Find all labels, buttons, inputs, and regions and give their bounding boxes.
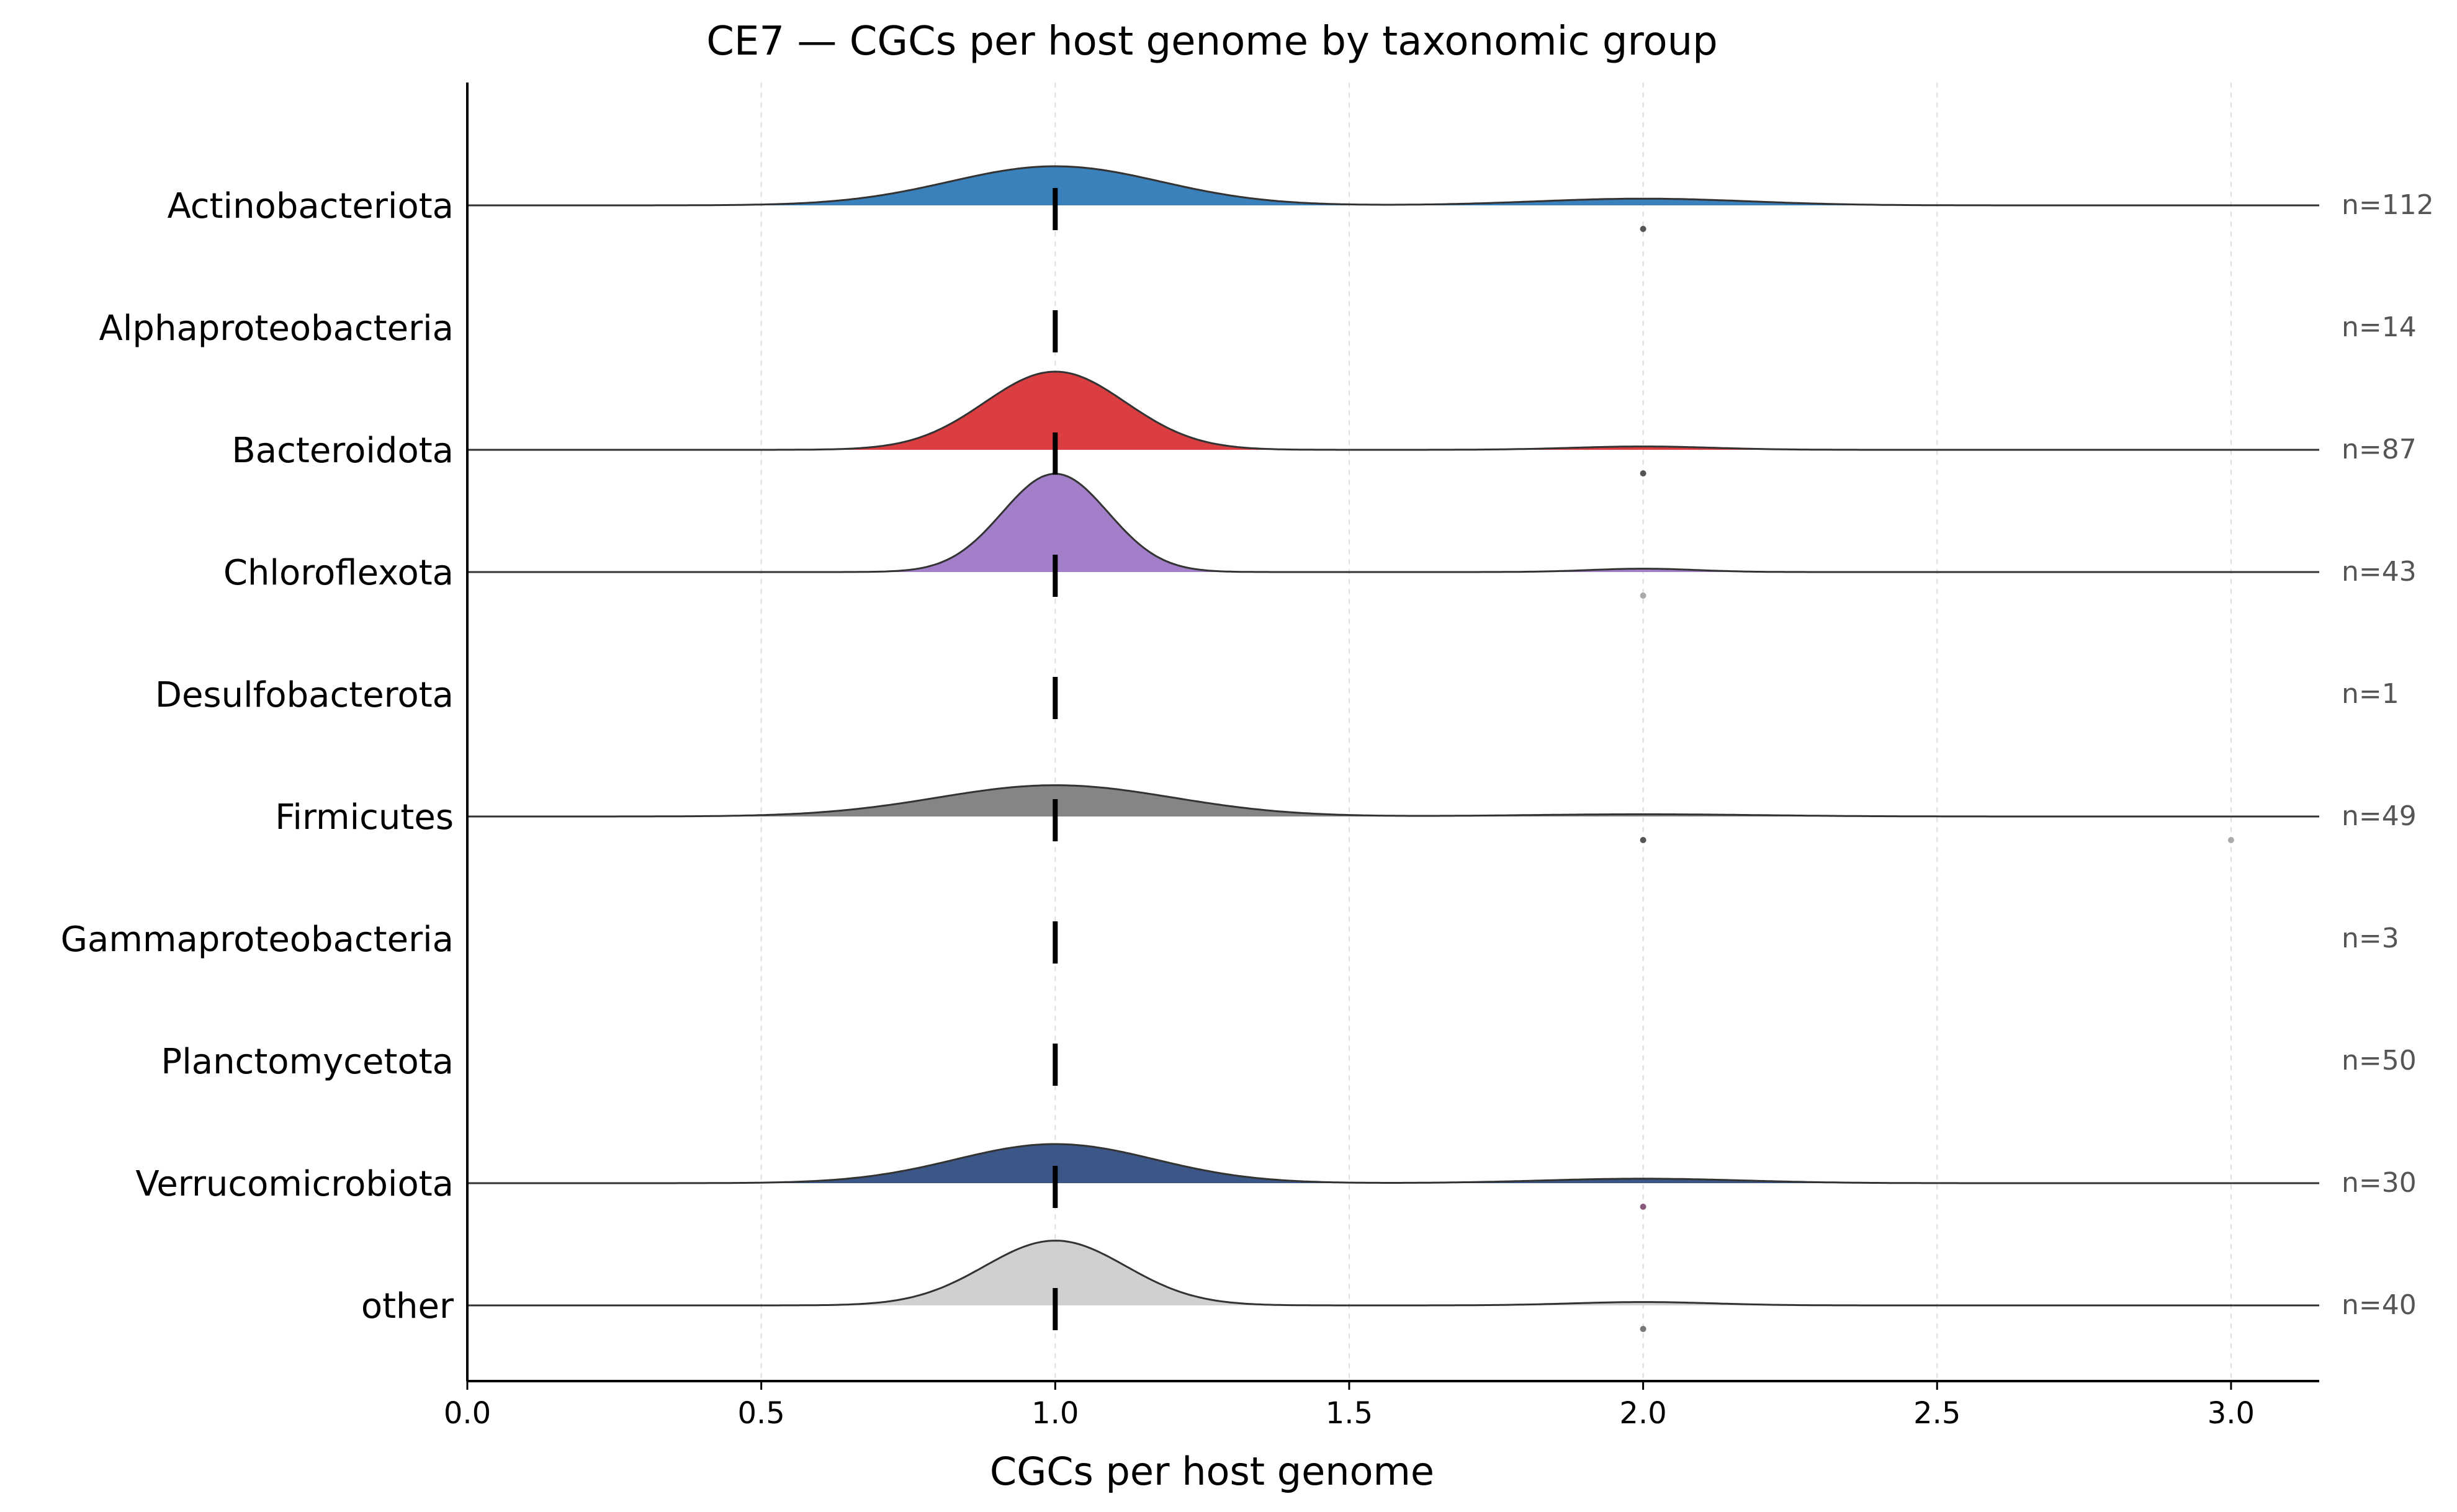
ridge-outline [467, 473, 2319, 573]
category-label: Desulfobacterota [155, 675, 454, 715]
n-label: n=30 [2342, 1167, 2417, 1199]
n-label: n=49 [2342, 800, 2417, 832]
x-tick-label: 1.5 [1326, 1396, 1373, 1431]
ridge-fill [467, 1240, 2319, 1305]
x-tick-label: 1.0 [1031, 1396, 1079, 1431]
n-label: n=50 [2342, 1045, 2417, 1076]
n-label: n=40 [2342, 1289, 2417, 1321]
category-label: Chloroflexota [223, 553, 454, 593]
n-labels: n=112 n=14 n=87 n=43 n=1 n=49 n=3 n=50 n=30 n=40 [2342, 189, 2434, 1321]
x-ticks: 0.0 0.5 1.0 1.5 2.0 2.5 3.0 [444, 1381, 2255, 1431]
ridge-outline [467, 165, 2319, 207]
x-tick-label: 0.0 [444, 1396, 491, 1431]
ridge-outline [467, 784, 2319, 818]
ridge-fill [467, 372, 2319, 450]
ridge-fill [467, 1144, 2319, 1183]
x-axis-label: CGCs per host genome [990, 1449, 1434, 1494]
category-label: Verrucomicrobiota [135, 1164, 454, 1204]
ridge-outline [467, 1240, 2319, 1307]
n-label: n=14 [2342, 311, 2417, 343]
category-label: other [361, 1286, 454, 1326]
outlier-point [1640, 1204, 1646, 1210]
chart-title: CE7 — CGCs per host genome by taxonomic … [706, 19, 1718, 65]
grid-lines [760, 83, 2232, 1381]
x-tick-label: 2.5 [1913, 1396, 1961, 1431]
ridge-fill [467, 785, 2319, 816]
category-label: Gammaproteobacteria [61, 919, 454, 960]
x-tick-label: 0.5 [737, 1396, 784, 1431]
category-label: Firmicutes [275, 797, 454, 838]
ridge-fill [467, 166, 2319, 205]
axes [466, 83, 2319, 1382]
category-label: Planctomycetota [161, 1042, 454, 1082]
outlier-point [1640, 226, 1646, 232]
outlier-point [1640, 593, 1646, 599]
category-label: Actinobacteriota [167, 186, 454, 226]
ridges [467, 165, 2319, 1307]
n-label: n=3 [2342, 923, 2399, 954]
x-tick-label: 3.0 [2208, 1396, 2255, 1431]
category-label: Bacteroidota [231, 431, 454, 471]
outlier-point [1640, 470, 1646, 476]
n-label: n=87 [2342, 434, 2417, 465]
ridge-outline [467, 1143, 2319, 1184]
n-label: n=112 [2342, 189, 2434, 221]
n-label: n=43 [2342, 556, 2417, 588]
outlier-point [1640, 1326, 1646, 1332]
outlier-points [1640, 226, 2234, 1332]
x-tick-label: 2.0 [1619, 1396, 1666, 1431]
category-label: Alphaproteobacteria [99, 308, 454, 349]
n-label: n=1 [2342, 678, 2399, 710]
category-labels: Actinobacteriota Alphaproteobacteria Bacte… [61, 186, 454, 1326]
ridge-outline [467, 370, 2319, 451]
outlier-point [1640, 837, 1646, 843]
ridge-fill [467, 473, 2319, 572]
outlier-point [2227, 837, 2234, 843]
